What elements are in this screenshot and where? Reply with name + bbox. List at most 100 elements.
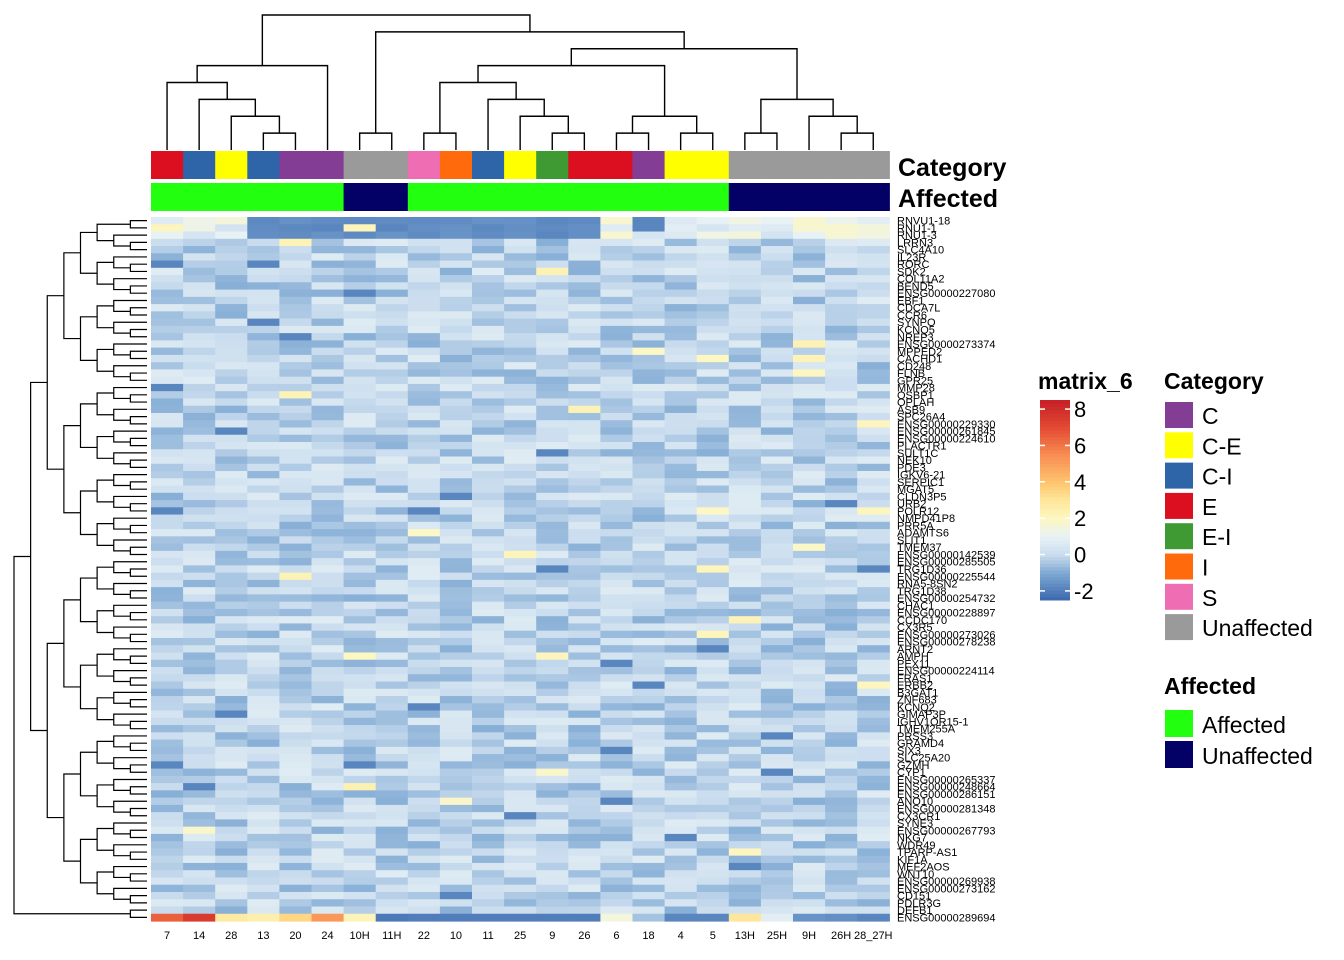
heatmap-cell bbox=[311, 514, 345, 523]
heatmap-cell bbox=[472, 913, 505, 922]
row-label: SERPIC1 bbox=[897, 477, 944, 489]
heatmap-cell bbox=[600, 797, 634, 806]
heatmap-cell bbox=[407, 623, 441, 632]
heatmap-cell bbox=[472, 666, 505, 675]
heatmap-cell bbox=[183, 725, 216, 733]
heatmap-cell bbox=[439, 681, 473, 690]
heatmap-cell bbox=[472, 746, 505, 755]
heatmap-cell bbox=[760, 383, 794, 392]
dendrogram-branch bbox=[46, 642, 64, 819]
heatmap-cell bbox=[632, 260, 666, 269]
row-label: CD151 bbox=[897, 891, 931, 903]
color-scale-swatch bbox=[1040, 580, 1070, 584]
heatmap-cell bbox=[439, 362, 473, 371]
heatmap-cell bbox=[857, 347, 890, 356]
heatmap-cell bbox=[247, 775, 280, 784]
heatmap-cell bbox=[696, 441, 730, 450]
heatmap-cell bbox=[311, 594, 345, 603]
heatmap-cell bbox=[407, 790, 441, 799]
heatmap-cell bbox=[857, 819, 890, 828]
heatmap-cell bbox=[664, 688, 698, 697]
heatmap-cell bbox=[568, 652, 601, 661]
heatmap-cell bbox=[311, 913, 345, 922]
heatmap-cell bbox=[375, 652, 409, 661]
heatmap-cell bbox=[568, 405, 601, 414]
row-label: RNU1-3 bbox=[897, 230, 937, 242]
heatmap-cell bbox=[279, 485, 313, 494]
heatmap-cell bbox=[600, 696, 634, 704]
heatmap-cell bbox=[439, 899, 473, 908]
heatmap-cell bbox=[696, 783, 730, 791]
heatmap-cell bbox=[664, 768, 698, 777]
heatmap-cell bbox=[600, 543, 634, 552]
heatmap-cell bbox=[504, 536, 537, 545]
heatmap-cell bbox=[279, 681, 313, 690]
heatmap-cell bbox=[760, 674, 794, 683]
heatmap-cell bbox=[343, 746, 377, 755]
heatmap-cell bbox=[343, 507, 377, 516]
heatmap-cell bbox=[825, 746, 858, 755]
heatmap-cell bbox=[857, 761, 890, 770]
heatmap-cell bbox=[151, 913, 184, 922]
heatmap-cell bbox=[728, 217, 762, 225]
heatmap-cell bbox=[760, 362, 794, 371]
heatmap-cell bbox=[472, 616, 505, 625]
heatmap-cell bbox=[472, 275, 505, 283]
category-cell-5 bbox=[696, 151, 730, 179]
heatmap-cell bbox=[472, 826, 505, 835]
heatmap-cell bbox=[728, 891, 762, 900]
heatmap-cell bbox=[728, 238, 762, 247]
heatmap-cell bbox=[600, 558, 634, 566]
heatmap-cell bbox=[664, 500, 698, 508]
column-label: 24 bbox=[321, 930, 333, 942]
heatmap-cell bbox=[311, 427, 345, 436]
heatmap-cell bbox=[536, 717, 569, 726]
heatmap-cell bbox=[311, 623, 345, 632]
heatmap-cell bbox=[664, 797, 698, 806]
heatmap-cell bbox=[664, 790, 698, 799]
heatmap-cell bbox=[375, 492, 409, 501]
heatmap-cell bbox=[825, 340, 858, 349]
heatmap-cell bbox=[407, 681, 441, 690]
heatmap-cell bbox=[664, 253, 698, 262]
heatmap-cell bbox=[793, 826, 826, 835]
heatmap-cell bbox=[568, 478, 601, 487]
heatmap-cell bbox=[600, 826, 634, 835]
heatmap-cell bbox=[504, 703, 537, 712]
category-cell-14 bbox=[183, 151, 216, 179]
heatmap-cell bbox=[664, 507, 698, 516]
category-cell-11 bbox=[472, 151, 505, 179]
heatmap-cell bbox=[439, 739, 473, 748]
heatmap-cell bbox=[151, 601, 184, 610]
heatmap-cell bbox=[311, 783, 345, 791]
heatmap-cell bbox=[760, 333, 794, 341]
heatmap-cell bbox=[279, 746, 313, 755]
heatmap-cell bbox=[696, 383, 730, 392]
heatmap-cell bbox=[696, 674, 730, 683]
heatmap-cell bbox=[857, 449, 890, 458]
heatmap-cell bbox=[311, 217, 345, 225]
dendrogram-branch bbox=[129, 437, 147, 447]
heatmap-cell bbox=[825, 412, 858, 421]
heatmap-cell bbox=[247, 862, 280, 871]
heatmap-cell bbox=[407, 725, 441, 733]
heatmap-cell bbox=[696, 296, 730, 305]
heatmap-cell bbox=[215, 710, 248, 719]
heatmap-cell bbox=[664, 543, 698, 552]
category-cell-28_27H bbox=[857, 151, 890, 179]
heatmap-cell bbox=[504, 587, 537, 596]
heatmap-cell bbox=[247, 717, 280, 726]
heatmap-cell bbox=[407, 238, 441, 247]
row-label: NREP3 bbox=[897, 332, 934, 344]
heatmap-cell bbox=[183, 819, 216, 828]
heatmap-cell bbox=[632, 543, 666, 552]
heatmap-cell bbox=[632, 296, 666, 305]
heatmap-cell bbox=[825, 797, 858, 806]
heatmap-cell bbox=[472, 804, 505, 813]
heatmap-cell bbox=[375, 710, 409, 719]
heatmap-cell bbox=[793, 783, 826, 791]
heatmap-cell bbox=[696, 616, 730, 625]
heatmap-cell bbox=[183, 333, 216, 341]
heatmap-cell bbox=[151, 848, 184, 857]
